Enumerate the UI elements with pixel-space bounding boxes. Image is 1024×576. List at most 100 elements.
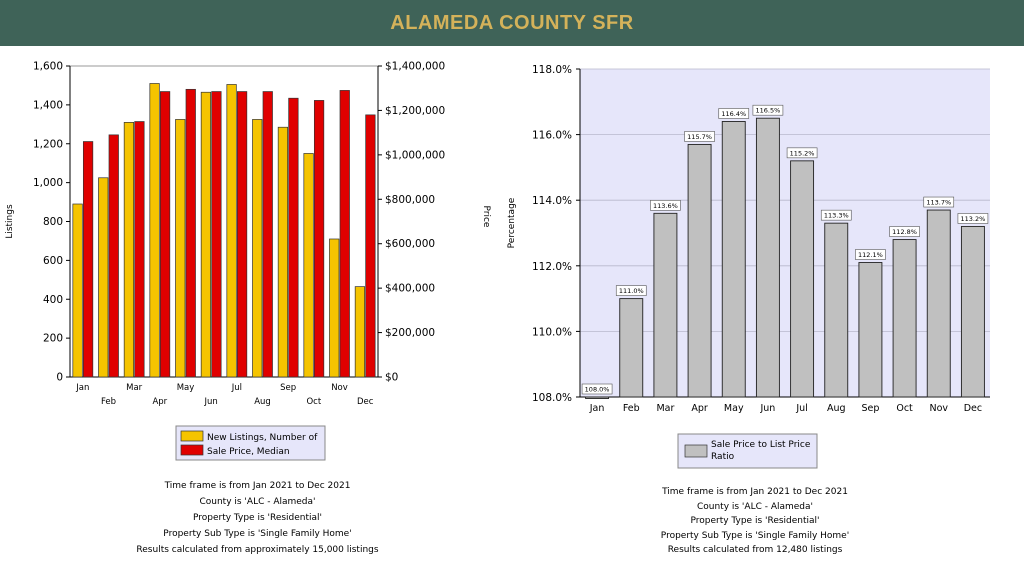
price-bar	[82, 141, 94, 378]
data-label-box	[889, 226, 920, 237]
listings-price-chart-panel: 0 200 400 600 800 1,000 1,200 1,400 1,600 $0 $200,…	[0, 52, 492, 472]
listings-price-chart: 0 200 400 600 800 1,000 1,200 1,400 1,600 $0 $200,…	[5, 61, 491, 461]
left-axis-tick-label: 0	[56, 372, 63, 384]
x-axis-tick-label: Nov	[929, 403, 948, 414]
ratio-bar	[619, 298, 644, 398]
x-axis-tick-label: Jan	[589, 403, 605, 414]
note-line: Time frame is from Jan 2021 to Dec 2021	[164, 481, 351, 491]
x-axis-tick-label: Sep	[280, 383, 296, 393]
x-axis-tick-label: Feb	[623, 403, 640, 414]
note-line: Property Sub Type is 'Single Family Home…	[660, 530, 850, 541]
x-axis-tick-label: Jun	[204, 397, 218, 407]
y-axis-tick-label: 112.0%	[532, 261, 572, 273]
price-bar	[236, 91, 248, 378]
listings-chart-notes: Time frame is from Jan 2021 to Dec 2021 …	[70, 478, 445, 558]
data-label: 113.6%	[653, 202, 678, 210]
listings-bar	[252, 119, 263, 378]
price-bar	[159, 91, 171, 378]
y-axis-tick-label: 116.0%	[532, 130, 572, 142]
legend-label-listings: New Listings, Number of	[207, 433, 318, 443]
price-bar	[288, 97, 299, 378]
price-bar	[185, 88, 196, 378]
x-axis-tick-label: Jul	[795, 403, 807, 414]
plot-area	[580, 69, 990, 397]
ratio-bar	[960, 225, 985, 398]
left-axis-tick-label: 800	[43, 216, 63, 228]
data-label: 112.8%	[892, 228, 917, 236]
note-line: Time frame is from Jan 2021 to Dec 2021	[662, 487, 848, 497]
ratio-bar	[755, 117, 780, 398]
listings-bar	[149, 83, 160, 378]
note-line: Property Type is 'Residential'	[690, 516, 820, 526]
listings-bar	[123, 122, 135, 378]
y-axis-tick-label: 114.0%	[532, 195, 572, 207]
y-axis-tick-label: 118.0%	[532, 64, 572, 76]
ratio-bar	[824, 222, 849, 398]
ratio-chart-notes: Time frame is from Jan 2021 to Dec 2021 …	[570, 485, 940, 558]
y-axis-title: Percentage	[507, 197, 517, 248]
data-label-box	[615, 285, 647, 296]
header-bar: ALAMEDA COUNTY SFR	[0, 0, 1024, 46]
data-label-box	[923, 196, 955, 208]
data-label-box	[650, 200, 681, 211]
listings-bar	[175, 119, 186, 378]
left-axis-tick-label: 400	[43, 294, 63, 306]
x-axis-tick-label: May	[177, 383, 195, 393]
price-bar	[365, 114, 376, 378]
listings-bar	[226, 84, 237, 378]
price-bar	[262, 91, 273, 378]
data-label: 115.2%	[790, 149, 815, 157]
data-label: 116.4%	[721, 110, 746, 118]
data-label: 115.7%	[687, 133, 712, 141]
left-axis-tick-label: 1,200	[33, 138, 63, 150]
x-axis-tick-label: Aug	[827, 403, 846, 414]
legend-swatch-price	[180, 444, 204, 456]
left-axis-tick-label: 600	[43, 255, 63, 267]
data-label-box	[752, 104, 784, 116]
x-axis-tick-label: Jul	[231, 383, 242, 393]
x-axis-tick-label: Apr	[152, 397, 167, 407]
ratio-bar	[653, 212, 678, 398]
note-line: County is 'ALC - Alameda'	[696, 501, 814, 512]
x-axis-tick-label: Feb	[101, 397, 116, 407]
x-axis-tick-label: Dec	[357, 397, 374, 407]
note-line: Results calculated from approximately 15…	[136, 545, 379, 555]
data-label-box	[718, 108, 750, 119]
note-line: Property Sub Type is 'Single Family Home…	[163, 529, 352, 539]
legend-label-ratio: Ratio	[711, 452, 735, 462]
price-bar	[313, 100, 325, 378]
right-axis-tick-label: $1,000,000	[385, 149, 445, 161]
listings-bar	[329, 238, 340, 378]
listings-bar	[200, 91, 212, 378]
legend-swatch-listings	[180, 430, 204, 442]
x-axis-tick-label: Jun	[759, 403, 775, 414]
data-label-box	[684, 131, 715, 142]
left-axis-tick-label: 1,400	[33, 99, 63, 111]
ratio-bar	[926, 209, 951, 398]
x-axis-tick-label: Mar	[126, 383, 143, 393]
ratio-bar	[721, 121, 746, 398]
listings-bar	[303, 153, 314, 378]
data-label-box	[855, 249, 886, 260]
data-label-box	[581, 383, 613, 395]
data-label-box	[820, 209, 852, 221]
ratio-bar	[687, 143, 712, 398]
data-label: 113.7%	[926, 199, 951, 207]
listings-bar	[72, 203, 83, 378]
data-label: 113.3%	[824, 212, 849, 220]
note-line: Results calculated from 12,480 listings	[667, 545, 843, 555]
right-axis-title: Price	[481, 206, 491, 228]
price-bar	[134, 121, 145, 378]
price-bar	[339, 90, 350, 378]
listings-bar	[277, 126, 289, 378]
data-label: 116.5%	[756, 107, 781, 115]
right-axis-tick-label: $1,200,000	[385, 105, 445, 117]
left-axis-title: Listings	[5, 204, 15, 239]
y-axis-tick-label: 108.0%	[532, 392, 572, 404]
x-axis-tick-label: Sep	[861, 403, 879, 414]
data-label: 112.1%	[858, 251, 883, 259]
right-axis-tick-label: $400,000	[385, 283, 435, 295]
data-label: 111.0%	[619, 287, 644, 295]
right-axis-tick-label: $600,000	[385, 238, 435, 250]
data-label-box	[786, 147, 818, 159]
